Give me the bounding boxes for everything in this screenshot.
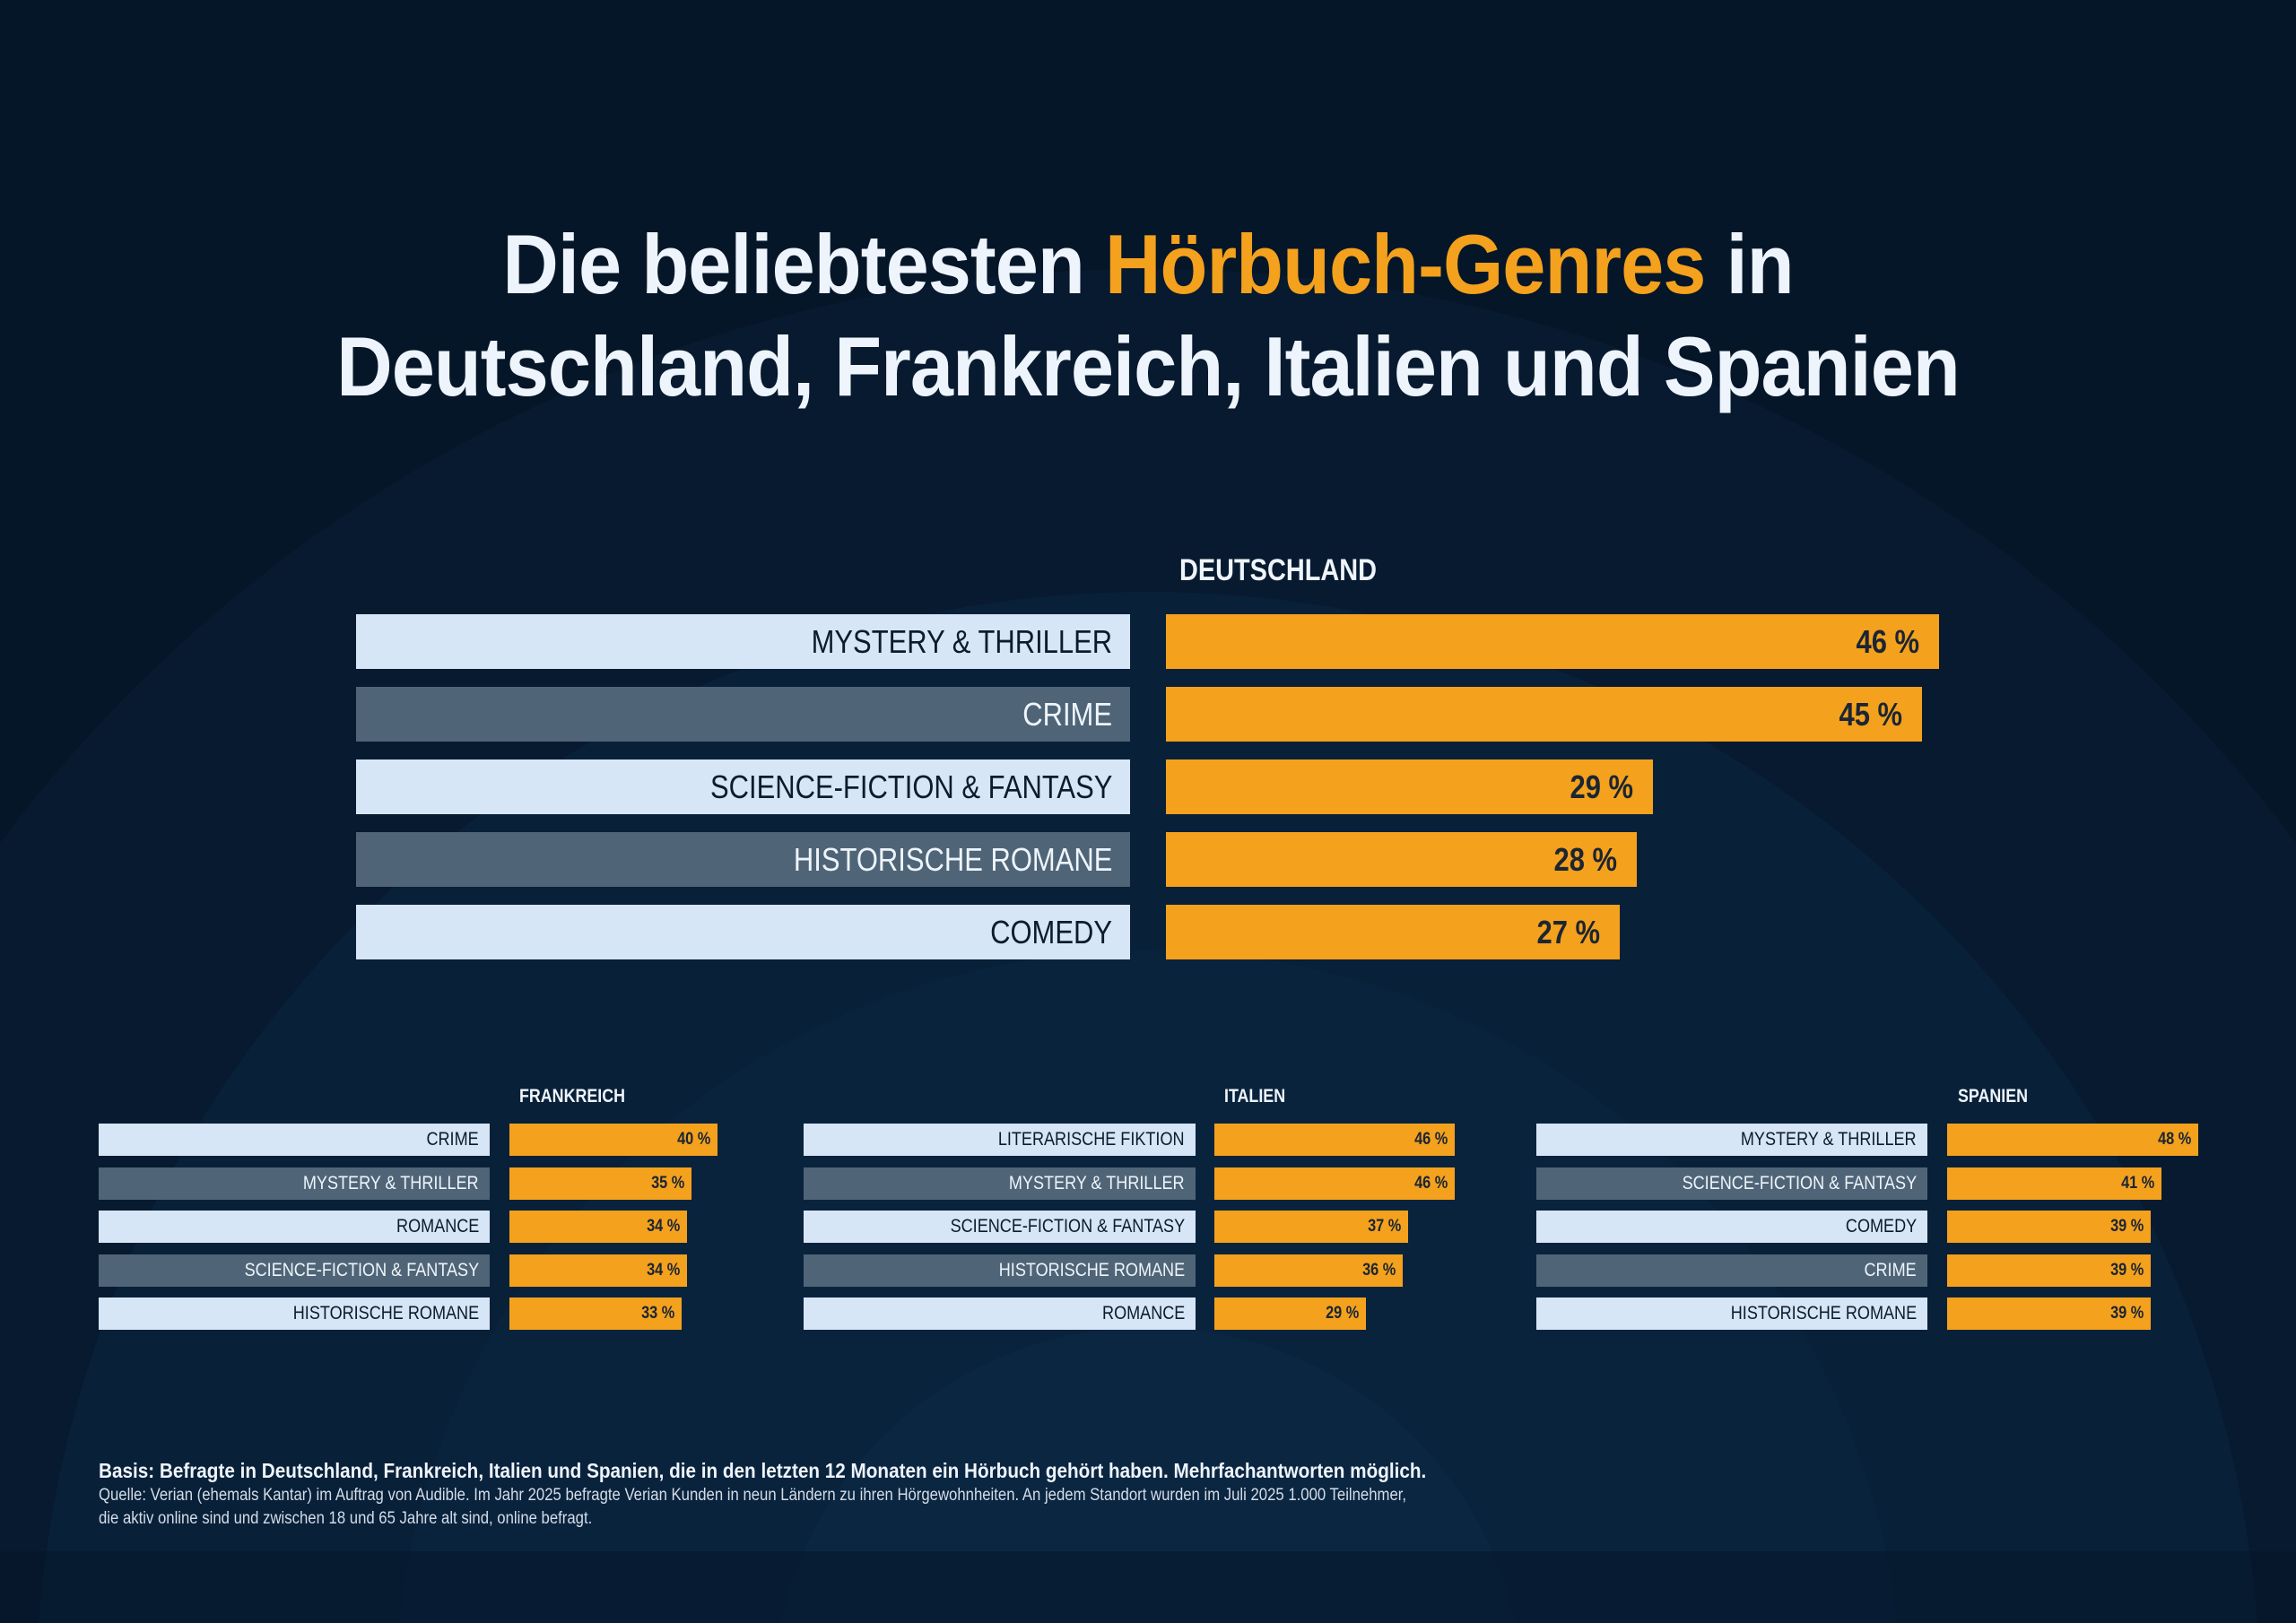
heading-frankreich: FRANKREICH: [519, 1086, 626, 1107]
value-label: 34 %: [646, 1217, 680, 1236]
value-label: 46 %: [1413, 1130, 1448, 1149]
category-label-text: MYSTERY & THRILLER: [1741, 1129, 1917, 1150]
category-label: CRIME: [99, 1124, 490, 1156]
category-label: HISTORISCHE ROMANE: [356, 832, 1130, 887]
title-part-2: in: [1705, 217, 1795, 311]
category-label-text: MYSTERY & THRILLER: [1009, 1173, 1185, 1193]
category-label-text: SCIENCE-FICTION & FANTASY: [709, 768, 1112, 805]
category-label: ROMANCE: [804, 1298, 1196, 1330]
title-line-1: Die beliebtesten Hörbuch-Genres in: [91, 213, 2204, 316]
value-bar: 46 %: [1214, 1167, 1455, 1200]
value-label: 45 %: [1839, 695, 1902, 733]
value-bar: 48 %: [1947, 1124, 2198, 1156]
category-label-text: SCIENCE-FICTION & FANTASY: [1682, 1173, 1917, 1193]
category-label: MYSTERY & THRILLER: [99, 1167, 490, 1200]
value-bar: 40 %: [509, 1124, 718, 1156]
footnote-source-line-1: Quelle: Verian (ehemals Kantar) im Auftr…: [99, 1486, 1407, 1505]
category-label-text: CRIME: [1864, 1260, 1917, 1280]
value-label: 48 %: [2157, 1130, 2191, 1149]
category-label: HISTORISCHE ROMANE: [804, 1254, 1196, 1287]
value-bar: 39 %: [1947, 1211, 2151, 1243]
category-label-text: COMEDY: [1845, 1216, 1917, 1237]
category-label: SCIENCE-FICTION & FANTASY: [99, 1254, 490, 1287]
category-label: SCIENCE-FICTION & FANTASY: [1536, 1167, 1927, 1200]
value-bar: 27 %: [1166, 905, 1620, 959]
value-label: 46 %: [1413, 1174, 1448, 1193]
category-label: COMEDY: [1536, 1211, 1927, 1243]
value-bar: 46 %: [1214, 1124, 1455, 1156]
title-part-1: Die beliebtesten: [502, 217, 1106, 311]
category-label: HISTORISCHE ROMANE: [1536, 1298, 1927, 1330]
value-label: 29 %: [1325, 1304, 1359, 1323]
value-label: 33 %: [640, 1304, 674, 1323]
category-label-text: ROMANCE: [396, 1216, 479, 1237]
value-label: 40 %: [676, 1130, 710, 1149]
value-label: 27 %: [1536, 913, 1600, 950]
category-label-text: HISTORISCHE ROMANE: [793, 840, 1112, 878]
value-bar: 29 %: [1166, 759, 1653, 814]
value-label: 34 %: [646, 1261, 680, 1280]
value-bar: 39 %: [1947, 1298, 2151, 1330]
category-label-text: CRIME: [426, 1129, 479, 1150]
category-label-text: ROMANCE: [1101, 1303, 1185, 1324]
category-label-text: HISTORISCHE ROMANE: [1730, 1303, 1917, 1324]
value-label: 36 %: [1361, 1261, 1396, 1280]
category-label: MYSTERY & THRILLER: [1536, 1124, 1927, 1156]
category-label: CRIME: [1536, 1254, 1927, 1287]
title-line-2: Deutschland, Frankreich, Italien und Spa…: [336, 319, 1961, 413]
value-bar: 41 %: [1947, 1167, 2161, 1200]
category-label-text: MYSTERY & THRILLER: [811, 622, 1112, 660]
category-label-text: HISTORISCHE ROMANE: [292, 1303, 479, 1324]
value-label: 46 %: [1856, 622, 1919, 660]
value-bar: 45 %: [1166, 687, 1922, 742]
category-label: LITERARISCHE FIKTION: [804, 1124, 1196, 1156]
value-label: 39 %: [2109, 1304, 2144, 1323]
value-bar: 34 %: [509, 1254, 687, 1287]
value-bar: 37 %: [1214, 1211, 1408, 1243]
category-label-text: HISTORISCHE ROMANE: [998, 1260, 1185, 1280]
footnote: Basis: Befragte in Deutschland, Frankrei…: [99, 1457, 1892, 1531]
category-label-text: LITERARISCHE FIKTION: [998, 1129, 1185, 1150]
category-label: SCIENCE-FICTION & FANTASY: [356, 759, 1130, 814]
category-label: ROMANCE: [99, 1211, 490, 1243]
heading-spanien: SPANIEN: [1958, 1086, 2029, 1107]
category-label: MYSTERY & THRILLER: [804, 1167, 1196, 1200]
value-bar: 39 %: [1947, 1254, 2151, 1287]
category-label-text: CRIME: [1022, 695, 1112, 733]
value-label: 37 %: [1367, 1217, 1401, 1236]
category-label-text: MYSTERY & THRILLER: [303, 1173, 479, 1193]
category-label: CRIME: [356, 687, 1130, 742]
title-accent: Hörbuch-Genres: [1105, 217, 1706, 311]
value-label: 39 %: [2109, 1261, 2144, 1280]
value-label: 41 %: [2120, 1174, 2154, 1193]
category-label: COMEDY: [356, 905, 1130, 959]
value-label: 39 %: [2109, 1217, 2144, 1236]
value-bar: 35 %: [509, 1167, 691, 1200]
value-bar: 36 %: [1214, 1254, 1403, 1287]
category-label-text: COMEDY: [990, 913, 1112, 950]
value-bar: 28 %: [1166, 832, 1637, 887]
value-bar: 46 %: [1166, 614, 1939, 669]
category-label-text: SCIENCE-FICTION & FANTASY: [244, 1260, 479, 1280]
value-bar: 34 %: [509, 1211, 687, 1243]
heading-italien: ITALIEN: [1224, 1086, 1286, 1107]
value-label: 35 %: [650, 1174, 684, 1193]
heading-deutschland: DEUTSCHLAND: [1179, 553, 1377, 587]
value-label: 28 %: [1553, 840, 1617, 878]
category-label: SCIENCE-FICTION & FANTASY: [804, 1211, 1196, 1243]
category-label-text: SCIENCE-FICTION & FANTASY: [950, 1216, 1185, 1237]
category-label: HISTORISCHE ROMANE: [99, 1298, 490, 1330]
footnote-source-line-2: die aktiv online sind und zwischen 18 un…: [99, 1509, 593, 1528]
value-label: 29 %: [1570, 768, 1633, 805]
page-title: Die beliebtesten Hörbuch-Genres in Deuts…: [91, 213, 2204, 418]
footnote-basis: Basis: Befragte in Deutschland, Frankrei…: [99, 1459, 1427, 1482]
value-bar: 29 %: [1214, 1298, 1366, 1330]
value-bar: 33 %: [509, 1298, 682, 1330]
category-label: MYSTERY & THRILLER: [356, 614, 1130, 669]
